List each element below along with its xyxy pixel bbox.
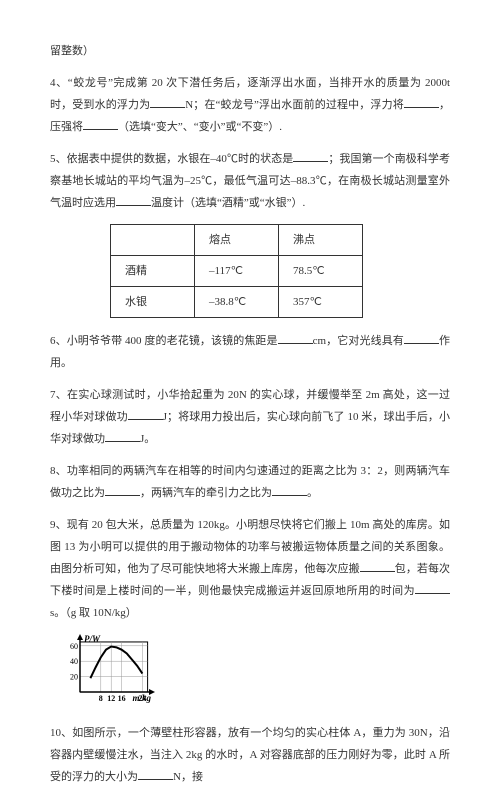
table-cell: 酒精 bbox=[111, 256, 195, 287]
table-cell: 沸点 bbox=[279, 225, 363, 256]
blank bbox=[138, 767, 173, 780]
blank bbox=[293, 149, 328, 162]
question-8: 8、功率相同的两辆汽车在相等的时间内匀速通过的距离之比为 3：2，则两辆汽车做功… bbox=[50, 460, 450, 504]
q-num: 9、 bbox=[50, 519, 67, 531]
question-5: 5、依据表中提供的数据，水银在–40℃时的状态是；我国第一个南极科学考察基地长城… bbox=[50, 148, 450, 214]
q-num: 5、 bbox=[50, 153, 67, 165]
q-text: 依据表中提供的数据，水银在–40℃时的状态是 bbox=[67, 153, 294, 165]
blank bbox=[105, 483, 140, 496]
q-text: J。 bbox=[140, 433, 155, 445]
q-text: N，接 bbox=[173, 771, 203, 783]
q-text: s。（g 取 10N/kg） bbox=[50, 607, 137, 619]
q-text: （选填“变大”、“变小”或“不变”）. bbox=[118, 121, 282, 133]
header-fragment: 留整数） bbox=[50, 40, 450, 62]
blank bbox=[404, 331, 439, 344]
table-row: 水银 –38.8℃ 357℃ bbox=[111, 287, 363, 318]
table-cell: –117℃ bbox=[195, 256, 279, 287]
table-cell: 熔点 bbox=[195, 225, 279, 256]
q-text: cm，它对光线具有 bbox=[313, 335, 404, 347]
table-cell: 357℃ bbox=[279, 287, 363, 318]
svg-text:12: 12 bbox=[107, 694, 115, 703]
q-text: 如图所示，一个薄壁柱形容器，放有一个均匀的实心柱体 A，重力为 30N，沿容器内… bbox=[50, 727, 450, 783]
q-text: 温度计（选填“酒精”或“水银”）. bbox=[151, 197, 305, 209]
question-9: 9、现有 20 包大米，总质量为 120kg。小明想尽快将它们搬上 10m 高处… bbox=[50, 514, 450, 624]
blank bbox=[105, 429, 140, 442]
q-num: 4、 bbox=[50, 77, 68, 89]
svg-text:20: 20 bbox=[70, 673, 78, 682]
table-cell: 水银 bbox=[111, 287, 195, 318]
blank bbox=[404, 95, 439, 108]
question-10: 10、如图所示，一个薄壁柱形容器，放有一个均匀的实心柱体 A，重力为 30N，沿… bbox=[50, 722, 450, 788]
blank bbox=[116, 193, 151, 206]
table-cell: –38.8℃ bbox=[195, 287, 279, 318]
blank bbox=[128, 407, 163, 420]
q-text: ，两辆汽车的牵引力之比为 bbox=[140, 487, 272, 499]
blank bbox=[415, 581, 450, 594]
q-text: 小明爷爷带 400 度的老花镜，该镜的焦距是 bbox=[67, 335, 278, 347]
question-7: 7、在实心球测试时，小华拾起重为 20N 的实心球，并缓慢举至 2m 高处，这一… bbox=[50, 384, 450, 450]
svg-text:P/W: P/W bbox=[84, 634, 101, 644]
blank bbox=[150, 95, 185, 108]
chart-svg: 2040608121624P/Wm/kg bbox=[60, 634, 155, 704]
question-4: 4、“蛟龙号”完成第 20 次下潜任务后，逐渐浮出水面，当排开水的质量为 200… bbox=[50, 72, 450, 138]
q-text: N；在“蛟龙号”浮出水面前的过程中，浮力将 bbox=[185, 99, 404, 111]
svg-text:60: 60 bbox=[70, 642, 78, 651]
svg-text:16: 16 bbox=[118, 694, 126, 703]
svg-text:m/kg: m/kg bbox=[132, 693, 151, 703]
table-row: 熔点 沸点 bbox=[111, 225, 363, 256]
question-6: 6、小明爷爷带 400 度的老花镜，该镜的焦距是cm，它对光线具有作用。 bbox=[50, 330, 450, 374]
blank bbox=[360, 559, 395, 572]
blank bbox=[272, 483, 307, 496]
q-num: 10、 bbox=[50, 727, 72, 739]
power-mass-chart: 2040608121624P/Wm/kg bbox=[60, 634, 450, 712]
table-cell: 78.5℃ bbox=[279, 256, 363, 287]
data-table: 熔点 沸点 酒精 –117℃ 78.5℃ 水银 –38.8℃ 357℃ bbox=[110, 224, 363, 318]
blank bbox=[278, 331, 313, 344]
table-cell bbox=[111, 225, 195, 256]
svg-text:8: 8 bbox=[99, 694, 103, 703]
table-row: 酒精 –117℃ 78.5℃ bbox=[111, 256, 363, 287]
svg-text:40: 40 bbox=[70, 657, 78, 666]
q-num: 6、 bbox=[50, 335, 67, 347]
q-num: 7、 bbox=[50, 389, 67, 401]
q-text: 。 bbox=[307, 487, 318, 499]
q-num: 8、 bbox=[50, 465, 67, 477]
blank bbox=[83, 117, 118, 130]
